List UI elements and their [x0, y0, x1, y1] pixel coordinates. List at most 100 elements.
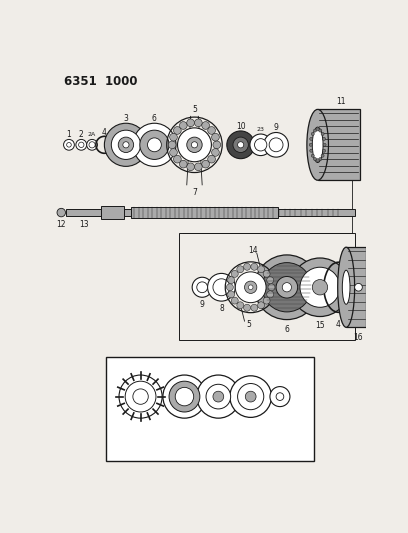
Circle shape — [255, 255, 319, 320]
Circle shape — [257, 266, 264, 273]
Ellipse shape — [323, 138, 326, 141]
Text: 23: 23 — [257, 127, 265, 132]
Circle shape — [148, 138, 161, 152]
Ellipse shape — [338, 247, 355, 327]
Circle shape — [291, 258, 349, 317]
Circle shape — [64, 140, 74, 150]
Circle shape — [269, 138, 283, 152]
Circle shape — [263, 270, 270, 277]
Circle shape — [187, 119, 195, 127]
Ellipse shape — [311, 132, 314, 135]
Text: 6: 6 — [284, 325, 289, 334]
Text: 20: 20 — [213, 363, 223, 372]
Circle shape — [76, 140, 86, 150]
Circle shape — [123, 142, 129, 148]
Text: 16: 16 — [354, 333, 363, 342]
Text: 5: 5 — [192, 105, 197, 114]
Circle shape — [104, 123, 148, 166]
Bar — [131, 207, 277, 218]
Circle shape — [255, 139, 267, 151]
Circle shape — [250, 134, 271, 156]
Circle shape — [187, 163, 195, 171]
Circle shape — [170, 133, 177, 141]
Text: 2A: 2A — [88, 132, 96, 138]
Circle shape — [208, 127, 215, 134]
Text: 1: 1 — [67, 130, 71, 139]
Circle shape — [133, 123, 176, 166]
Circle shape — [245, 391, 256, 402]
Circle shape — [227, 131, 255, 159]
Circle shape — [312, 280, 328, 295]
Circle shape — [173, 127, 181, 134]
Circle shape — [244, 281, 257, 294]
Circle shape — [208, 155, 215, 163]
Circle shape — [248, 285, 253, 289]
Circle shape — [263, 297, 270, 304]
Circle shape — [235, 272, 266, 303]
Circle shape — [267, 277, 274, 284]
Circle shape — [86, 140, 98, 150]
Text: 22: 22 — [275, 375, 285, 384]
Circle shape — [268, 284, 275, 290]
Text: "O"  RUNNING  CLUTCH: "O" RUNNING CLUTCH — [166, 448, 254, 457]
Text: 21: 21 — [246, 363, 255, 372]
Circle shape — [233, 137, 248, 152]
Circle shape — [67, 142, 71, 147]
Ellipse shape — [310, 138, 313, 141]
Text: 3: 3 — [124, 114, 129, 123]
Circle shape — [251, 263, 258, 270]
Circle shape — [213, 141, 221, 149]
Circle shape — [257, 302, 264, 309]
Circle shape — [267, 291, 274, 298]
Bar — [277, 209, 355, 216]
Circle shape — [57, 208, 66, 217]
Circle shape — [177, 128, 211, 161]
Ellipse shape — [316, 159, 319, 161]
Text: 19: 19 — [180, 363, 189, 372]
Text: 18: 18 — [140, 424, 149, 433]
Circle shape — [251, 304, 258, 311]
Circle shape — [228, 277, 235, 284]
Ellipse shape — [312, 127, 323, 163]
Bar — [318, 109, 360, 180]
Circle shape — [180, 160, 187, 168]
Circle shape — [202, 122, 209, 130]
Text: 11: 11 — [336, 97, 346, 106]
Bar — [346, 247, 366, 327]
Circle shape — [175, 387, 194, 406]
Circle shape — [355, 284, 362, 291]
Circle shape — [244, 304, 251, 311]
Circle shape — [276, 393, 284, 400]
Ellipse shape — [321, 154, 324, 157]
Text: 6351  1000: 6351 1000 — [64, 75, 137, 88]
Circle shape — [133, 389, 148, 405]
Circle shape — [140, 130, 169, 159]
Circle shape — [276, 277, 298, 298]
Text: 15: 15 — [315, 321, 325, 330]
Ellipse shape — [307, 109, 328, 180]
Bar — [106, 357, 314, 461]
Bar — [124, 209, 131, 216]
Circle shape — [264, 133, 288, 157]
Circle shape — [169, 381, 200, 412]
Ellipse shape — [319, 157, 322, 160]
Circle shape — [237, 302, 244, 309]
Circle shape — [244, 263, 251, 270]
Ellipse shape — [323, 149, 326, 152]
Text: 10: 10 — [236, 122, 246, 131]
Circle shape — [197, 375, 240, 418]
Circle shape — [270, 386, 290, 407]
Ellipse shape — [316, 128, 319, 131]
Ellipse shape — [342, 270, 350, 304]
Ellipse shape — [313, 157, 317, 160]
Circle shape — [192, 277, 212, 297]
Circle shape — [262, 263, 312, 312]
Circle shape — [300, 267, 340, 308]
Bar — [100, 206, 124, 219]
Circle shape — [79, 142, 84, 148]
Circle shape — [195, 163, 202, 171]
Circle shape — [230, 376, 271, 417]
Circle shape — [89, 142, 95, 148]
Circle shape — [237, 266, 244, 273]
Ellipse shape — [311, 154, 314, 157]
